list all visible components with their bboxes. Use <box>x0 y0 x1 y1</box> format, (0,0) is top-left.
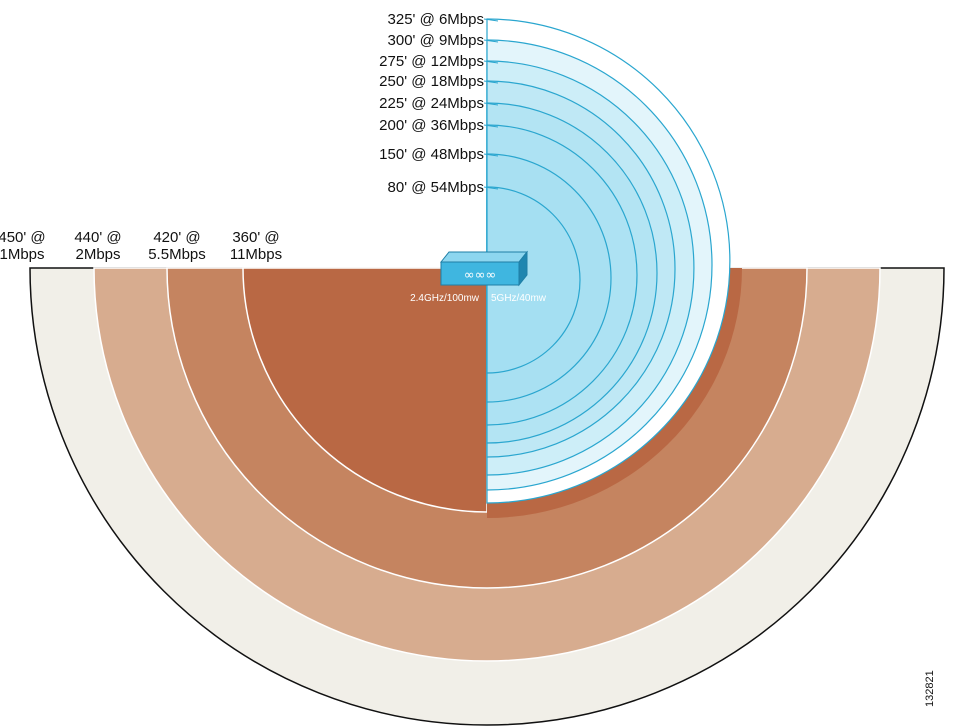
labels-5ghz: 325' @ 6Mbps 300' @ 9Mbps 275' @ 12Mbps … <box>379 11 484 196</box>
labels-24ghz: 450' @ 1Mbps 440' @ 2Mbps 420' @ 5.5Mbps… <box>0 229 282 263</box>
ring-label-24mbps: 225' @ 24Mbps <box>379 95 484 112</box>
coverage-ring-54mbps <box>486 186 581 374</box>
ap-status-leds: ∞∞∞ <box>464 268 497 283</box>
radio-label-5ghz: 5GHz/40mw <box>491 293 547 304</box>
radio-label-24ghz: 2.4GHz/100mw <box>410 293 480 304</box>
ring-label-11mbps-rate: 11Mbps <box>230 246 282 263</box>
label-leaders <box>483 18 499 190</box>
figure-id: 132821 <box>924 670 936 707</box>
ring-label-2mbps-rate: 2Mbps <box>75 246 120 263</box>
ring-label-54mbps: 80' @ 54Mbps <box>388 179 484 196</box>
ring-label-2mbps-range: 440' @ <box>74 229 121 246</box>
ring-label-9mbps: 300' @ 9Mbps <box>388 32 484 49</box>
ring-label-6mbps: 325' @ 6Mbps <box>388 11 484 28</box>
ring-label-48mbps: 150' @ 48Mbps <box>379 146 484 163</box>
ring-label-12mbps: 275' @ 12Mbps <box>379 53 484 70</box>
ring-label-36mbps: 200' @ 36Mbps <box>379 117 484 134</box>
ring-label-18mbps: 250' @ 18Mbps <box>379 73 484 90</box>
access-point-icon: ∞∞∞ <box>439 250 529 287</box>
coverage-band-11mbps <box>242 267 488 513</box>
ring-label-5-5mbps-range: 420' @ <box>153 229 200 246</box>
ring-label-1mbps-rate: 1Mbps <box>0 246 45 263</box>
ring-label-1mbps-range: 450' @ <box>0 229 46 246</box>
ring-label-5-5mbps-rate: 5.5Mbps <box>148 246 206 263</box>
ring-label-11mbps-range: 360' @ <box>232 229 279 246</box>
band-5ghz-group <box>486 18 731 504</box>
